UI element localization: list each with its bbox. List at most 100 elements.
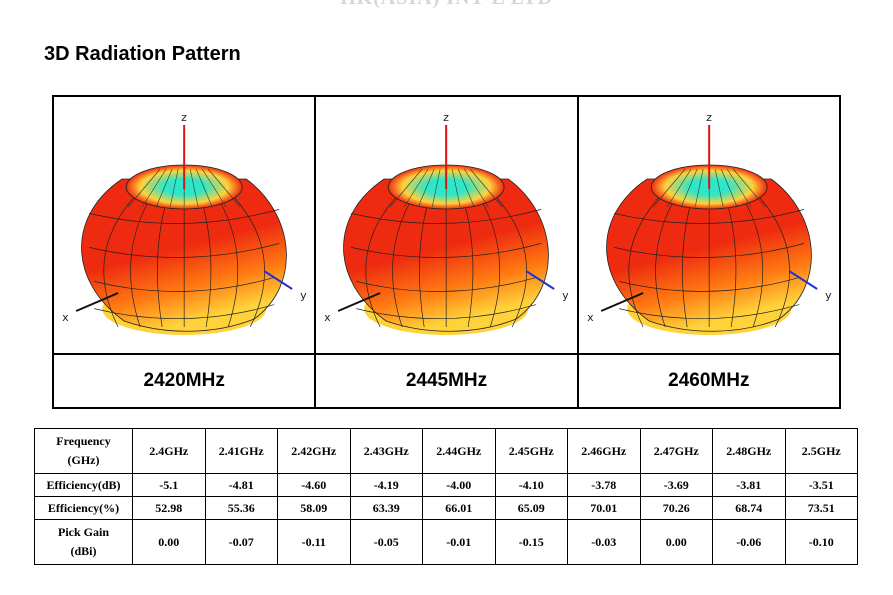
table-cell: -0.10 (784, 519, 858, 565)
opening-rib (207, 168, 241, 208)
opening-rib (666, 168, 692, 208)
table-cell: -0.15 (494, 519, 568, 565)
table-cell: -4.19 (349, 473, 423, 497)
opening-rib (169, 168, 179, 208)
table-cell: -4.10 (494, 473, 568, 497)
x-axis-label: x (587, 311, 594, 324)
mesh-parallel (94, 304, 275, 319)
y-axis-label: y (825, 289, 832, 302)
z-axis-label: z (443, 111, 449, 124)
table-cell: 52.98 (132, 496, 206, 520)
opening-rib (714, 168, 724, 208)
table-cell: 2.45GHz (494, 428, 568, 474)
x-axis-line (338, 292, 381, 312)
table-row-frequency: Frequency (GHz) 2.4GHz 2.41GHz 2.42GHz 2… (34, 428, 858, 474)
table-row-peak-gain: Pick Gain (dBi) 0.00 -0.07 -0.11 -0.05 -… (34, 519, 858, 565)
pattern-label-2445: 2445MHz (405, 370, 488, 391)
opening-rib (127, 168, 161, 208)
mesh-meridian (365, 194, 399, 328)
mesh-parallel (618, 277, 799, 292)
pattern-panel-2420: z x y 2420MHz (54, 97, 317, 407)
x-axis-label: x (324, 311, 331, 324)
table-cell: 2.48GHz (712, 428, 786, 474)
table-cell: 70.01 (567, 496, 641, 520)
mesh-parallel (351, 243, 542, 258)
mesh-meridian (231, 194, 265, 328)
antenna-spec-table: Frequency (GHz) 2.4GHz 2.41GHz 2.42GHz 2… (34, 428, 858, 565)
table-cell: 63.39 (349, 496, 423, 520)
opening-rib (404, 168, 429, 208)
row-header-line: Pick Gain (57, 525, 109, 539)
table-cell: -5.1 (132, 473, 206, 497)
mesh-meridian (681, 194, 694, 328)
table-cell: 65.09 (494, 496, 568, 520)
table-cell: -4.60 (277, 473, 351, 497)
opening-rib (464, 168, 489, 208)
y-axis-line (263, 270, 293, 290)
table-cell: 2.46GHz (567, 428, 641, 474)
y-axis-line (788, 270, 818, 290)
mesh-parallel (356, 277, 537, 292)
table-cell: 2.47GHz (639, 428, 713, 474)
opening-rib (720, 168, 738, 208)
mesh-parallel (618, 304, 799, 319)
table-cell: 0.00 (132, 519, 206, 565)
opening-rib (726, 168, 752, 208)
mesh-meridian (215, 194, 239, 328)
y-axis-line (525, 270, 556, 290)
y-axis-label: y (300, 289, 307, 302)
opening-rib (732, 168, 766, 208)
opening-rib (458, 168, 475, 208)
row-header-line: (dBi) (70, 544, 97, 558)
mesh-parallel (89, 209, 280, 224)
pattern-label-2460: 2460MHz (668, 370, 750, 391)
mesh-meridian (130, 194, 153, 328)
x-axis-line (75, 292, 119, 312)
radiation-pattern-image-2420: z x y (54, 97, 315, 355)
table-cell: -0.01 (422, 519, 496, 565)
y-axis-label: y (562, 289, 569, 302)
radiation-pattern-image-2445: z x y (316, 97, 577, 355)
opening-rib (201, 168, 227, 208)
z-axis-label: z (181, 111, 187, 124)
radiation-pattern-3d-plot: z x y (324, 111, 569, 335)
table-cell: 2.5GHz (784, 428, 858, 474)
table-cell: 2.41GHz (204, 428, 278, 474)
mesh-meridian (740, 194, 763, 328)
opening-rib (470, 168, 503, 208)
table-cell: -4.00 (422, 473, 496, 497)
mesh-parallel (613, 243, 804, 258)
table-row-efficiency-db: Efficiency(dB) -5.1 -4.81 -4.60 -4.19 -4… (34, 473, 858, 497)
table-cell: -0.06 (712, 519, 786, 565)
table-cell: 66.01 (422, 496, 496, 520)
mesh-meridian (478, 194, 501, 328)
mesh-meridian (756, 194, 790, 328)
table-cell: 55.36 (204, 496, 278, 520)
table-cell: -3.51 (784, 473, 858, 497)
row-header-efficiency-percent: Efficiency(%) (34, 496, 133, 520)
x-axis-label: x (62, 311, 69, 324)
table-cell: -0.07 (204, 519, 278, 565)
table-cell: -0.11 (277, 519, 351, 565)
table-cell: 0.00 (639, 519, 713, 565)
opening-rib (141, 168, 167, 208)
table-cell: 73.51 (784, 496, 858, 520)
mesh-meridian (654, 194, 678, 328)
x-axis-line (600, 292, 644, 312)
table-cell: 2.4GHz (132, 428, 206, 474)
mesh-meridian (419, 194, 431, 328)
table-cell: -3.69 (639, 473, 713, 497)
mesh-meridian (103, 194, 137, 328)
pattern-panel-2460: z x y 2460MHz (578, 97, 839, 407)
opening-rib (155, 168, 173, 208)
table-cell: 2.44GHz (422, 428, 496, 474)
row-header-efficiency-db: Efficiency(dB) (34, 473, 133, 497)
mesh-meridian (157, 194, 169, 328)
radiation-pattern-3d-plot: z x y (587, 111, 832, 335)
row-header-line: (GHz) (67, 453, 100, 467)
pattern-label-2420: 2420MHz (143, 370, 225, 391)
radiation-pattern-grid: z x y 2420MHz z x y 2445MHz z x y 2460MHz (52, 95, 841, 409)
table-cell: 2.42GHz (277, 428, 351, 474)
table-cell: -3.78 (567, 473, 641, 497)
opening-rib (652, 168, 686, 208)
